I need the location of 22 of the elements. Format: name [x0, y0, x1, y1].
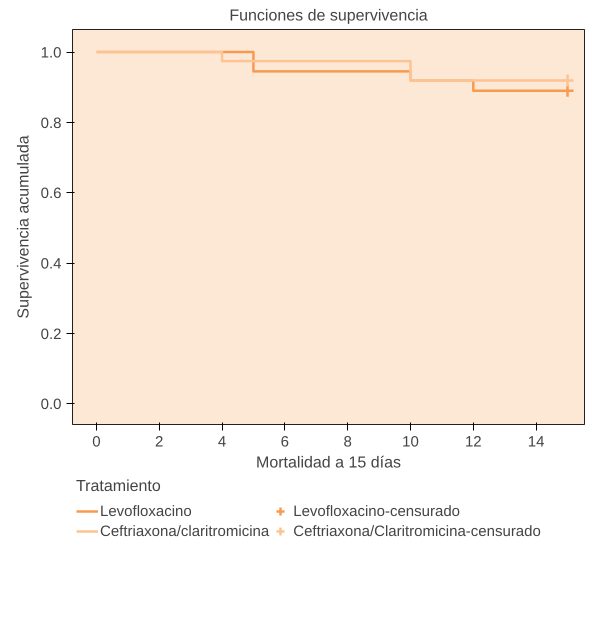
y-tick-label: 1.0 [40, 44, 62, 62]
x-tick-label: 6 [280, 434, 290, 450]
legend-label: Ceftriaxona/claritromicina [100, 522, 270, 540]
chart-title: Funciones de supervivencia [229, 8, 428, 24]
x-tick-label: 4 [218, 434, 226, 450]
x-tick-label: 10 [402, 434, 419, 450]
y-tick-label: 0.2 [40, 326, 62, 343]
y-tick-label: 0.8 [40, 114, 62, 132]
legend-label: Ceftriaxona/Claritromicina-censurado [293, 522, 541, 540]
y-axis-title: Supervivencia acumulada [16, 135, 33, 319]
x-tick-label: 0 [92, 434, 101, 450]
x-tick-label: 12 [464, 434, 482, 450]
y-tick-label: 0.6 [40, 185, 62, 202]
x-tick-label: 14 [528, 434, 544, 450]
x-tick-label: 8 [343, 434, 352, 450]
legend-label: Levofloxacino-censurado [293, 502, 460, 520]
legend-label: Levofloxacino [100, 502, 192, 520]
y-tick-label: 0.0 [40, 396, 62, 414]
x-tick-label: 2 [155, 434, 164, 450]
x-axis-title: Mortalidad a 15 días [256, 454, 401, 472]
y-tick-label: 0.4 [40, 256, 62, 273]
legend-title: Tratamiento [76, 478, 162, 496]
